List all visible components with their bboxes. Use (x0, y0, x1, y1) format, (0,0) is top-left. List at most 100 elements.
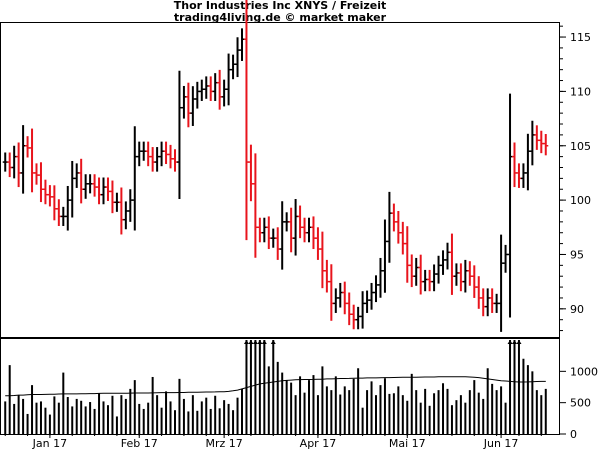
price-bar (69, 160, 75, 218)
price-bar (74, 163, 80, 188)
price-bar (471, 265, 477, 298)
price-bar (141, 141, 147, 161)
price-bar (467, 261, 473, 286)
volume-overflow-arrow (243, 340, 249, 344)
price-bar (498, 234, 504, 332)
price-panel-frame (0, 22, 560, 339)
price-bars (2, 0, 549, 332)
price-bar (476, 276, 482, 309)
price-y-axis: 90 95 100 105 110 115 (560, 25, 591, 332)
price-bar (87, 174, 93, 194)
price-bar (342, 281, 348, 315)
price-bar (386, 191, 392, 263)
price-bar (315, 227, 321, 260)
price-bar (203, 76, 209, 99)
price-bar (150, 147, 156, 172)
volume-panel-frame (0, 338, 560, 435)
price-bar (440, 250, 446, 275)
price-bar (520, 163, 526, 188)
month-tick-label: Apr 17 (300, 437, 337, 450)
price-bar (458, 263, 464, 292)
volume-tick-label: 1000 (570, 365, 598, 378)
price-bar (154, 147, 160, 172)
price-bar (364, 290, 370, 313)
price-bar (538, 130, 544, 154)
price-bar (418, 254, 424, 295)
chart-subtitle: trading4living.de © market maker (173, 11, 387, 24)
price-bar (369, 282, 375, 310)
volume-tick-label: 0 (570, 428, 577, 441)
volume-bars (4, 340, 547, 434)
price-bar (20, 125, 26, 194)
price-bar (172, 149, 178, 172)
price-bar (181, 85, 187, 119)
volume-tick-label: 500 (570, 397, 591, 410)
price-bar (176, 70, 182, 200)
price-bar (270, 228, 276, 248)
price-bar (511, 142, 517, 188)
price-bar (355, 306, 361, 330)
price-bar (400, 221, 406, 255)
price-tick-label: 105 (570, 140, 591, 153)
price-bar (275, 227, 281, 260)
month-tick-label: Mai 17 (389, 437, 426, 450)
price-bar (485, 288, 491, 317)
price-bar (38, 162, 44, 203)
price-bar (529, 120, 535, 166)
price-bar (7, 152, 13, 178)
price-bar (382, 219, 388, 293)
volume-overflow-arrow (261, 340, 267, 344)
price-bar (226, 53, 232, 106)
price-bar (105, 177, 111, 201)
volume-overflow-arrow (516, 340, 522, 344)
price-bar (328, 264, 334, 321)
price-bar (266, 216, 272, 250)
price-bar (302, 217, 308, 243)
price-bar (395, 210, 401, 244)
price-bar (248, 144, 254, 202)
price-bar (413, 257, 419, 286)
price-bar (534, 125, 540, 150)
price-bar (51, 185, 57, 221)
price-tick-label: 95 (570, 248, 584, 261)
price-bar (333, 288, 339, 313)
price-bar (185, 82, 191, 128)
price-tick-label: 100 (570, 194, 591, 207)
price-bar (118, 187, 124, 235)
price-bar (444, 242, 450, 270)
price-bar (34, 163, 40, 185)
volume-overflow-arrow (507, 340, 513, 344)
price-bar (194, 81, 200, 109)
price-bar (503, 244, 509, 273)
price-bar (159, 141, 165, 167)
price-bar (168, 144, 174, 169)
price-bar (449, 233, 455, 295)
price-tick-label: 90 (570, 303, 584, 316)
price-bar (324, 259, 330, 293)
chart-title-block: Thor Industries Inc XNYS / Freizeit trad… (0, 0, 560, 24)
price-bar (101, 177, 107, 205)
price-bar (310, 216, 316, 250)
price-bar (212, 73, 218, 101)
price-bar (56, 199, 62, 226)
volume-overflow-arrow (248, 340, 254, 344)
price-bar (235, 37, 241, 78)
price-bar (29, 128, 35, 193)
price-bar (123, 201, 129, 230)
price-bar (462, 259, 468, 293)
price-bar (261, 217, 267, 243)
price-bar (65, 185, 71, 231)
volume-average-line (5, 376, 546, 397)
volume-average (5, 376, 546, 397)
volume-overflow-arrow (511, 340, 517, 344)
price-bar (351, 304, 357, 330)
volume-overflow-arrow (270, 340, 276, 344)
price-bar (319, 231, 325, 289)
price-bar (507, 93, 513, 318)
x-axis: Jan 17 Feb 17 Mrz 17 Apr 17 Mai 17 Jun 17 (4, 434, 542, 450)
price-bar (221, 79, 227, 107)
price-bar (25, 136, 31, 158)
price-tick-label: 110 (570, 85, 591, 98)
volume-overflow-arrow (257, 340, 263, 344)
